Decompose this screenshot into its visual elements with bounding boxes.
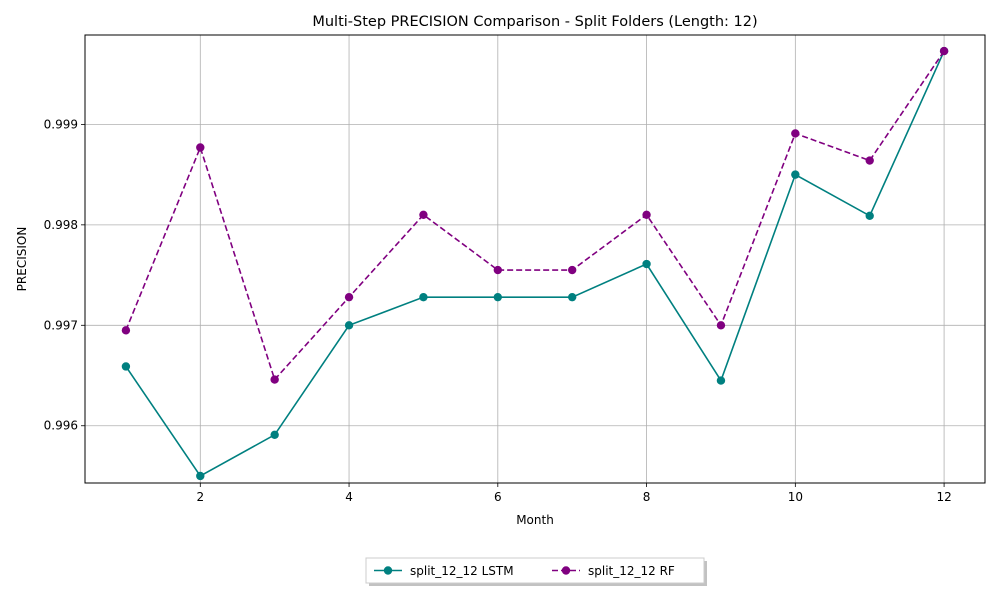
data-point <box>642 210 651 220</box>
y-tick-label: 0.999 <box>44 117 78 131</box>
x-tick-label: 10 <box>788 490 803 504</box>
y-axis-label: PRECISION <box>15 227 29 292</box>
data-point <box>196 471 205 481</box>
data-point <box>493 292 503 302</box>
data-point <box>121 362 131 371</box>
data-point <box>121 326 131 335</box>
data-point <box>344 321 354 330</box>
data-point <box>791 129 800 138</box>
data-point <box>196 143 205 152</box>
data-point <box>270 375 279 384</box>
series-1 <box>121 46 949 481</box>
data-point <box>865 156 874 165</box>
data-point <box>642 259 651 269</box>
series-line <box>125 50 945 382</box>
data-point <box>865 211 874 221</box>
chart-title: Multi-Step PRECISION Comparison - Split … <box>312 14 757 30</box>
data-point <box>939 46 949 56</box>
x-tick-label: 4 <box>345 490 353 504</box>
data-point <box>567 292 577 302</box>
x-tick-label: 8 <box>643 490 651 504</box>
legend-marker <box>383 566 393 575</box>
series-line <box>125 50 945 478</box>
data-point <box>716 321 726 330</box>
grid <box>85 35 985 483</box>
legend-label: split_12_12 RF <box>588 564 675 578</box>
data-point <box>419 292 428 302</box>
data-point <box>344 292 354 302</box>
legend-marker <box>561 566 571 575</box>
data-point <box>493 265 503 275</box>
legend: split_12_12 LSTM split_12_12 RF <box>365 557 707 586</box>
data-point <box>716 376 726 385</box>
x-tick-label: 2 <box>196 490 204 504</box>
series-layer <box>121 46 949 481</box>
data-point <box>419 210 428 220</box>
data-point <box>791 170 800 179</box>
y-tick-label: 0.996 <box>44 419 78 433</box>
y-tick-label: 0.997 <box>44 318 78 332</box>
data-point <box>567 265 577 275</box>
x-tick-label: 12 <box>936 490 951 504</box>
legend-label: split_12_12 LSTM <box>410 564 514 578</box>
x-axis: 2 4 6 8 10 12 <box>196 483 952 504</box>
plot-area-frame <box>84 34 986 484</box>
y-tick-label: 0.998 <box>44 218 78 232</box>
x-axis-label: Month <box>516 513 554 527</box>
legend-box <box>365 557 705 584</box>
data-point <box>270 430 279 439</box>
x-tick-label: 6 <box>494 490 502 504</box>
series-2 <box>121 46 949 384</box>
y-axis: 0.996 0.997 0.998 0.999 <box>44 117 85 433</box>
